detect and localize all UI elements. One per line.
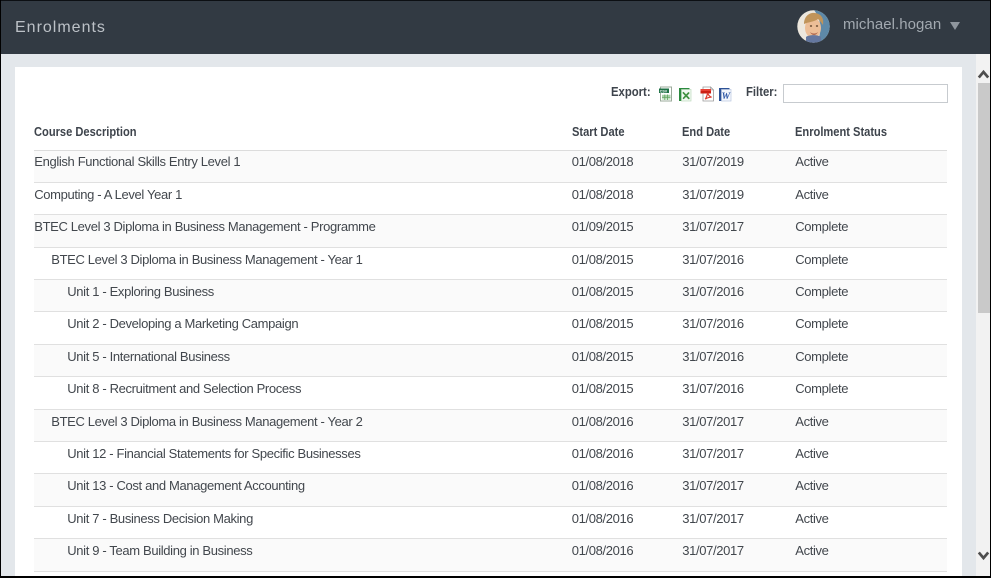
svg-text:CSV: CSV xyxy=(660,89,668,93)
svg-text:W: W xyxy=(722,91,731,101)
